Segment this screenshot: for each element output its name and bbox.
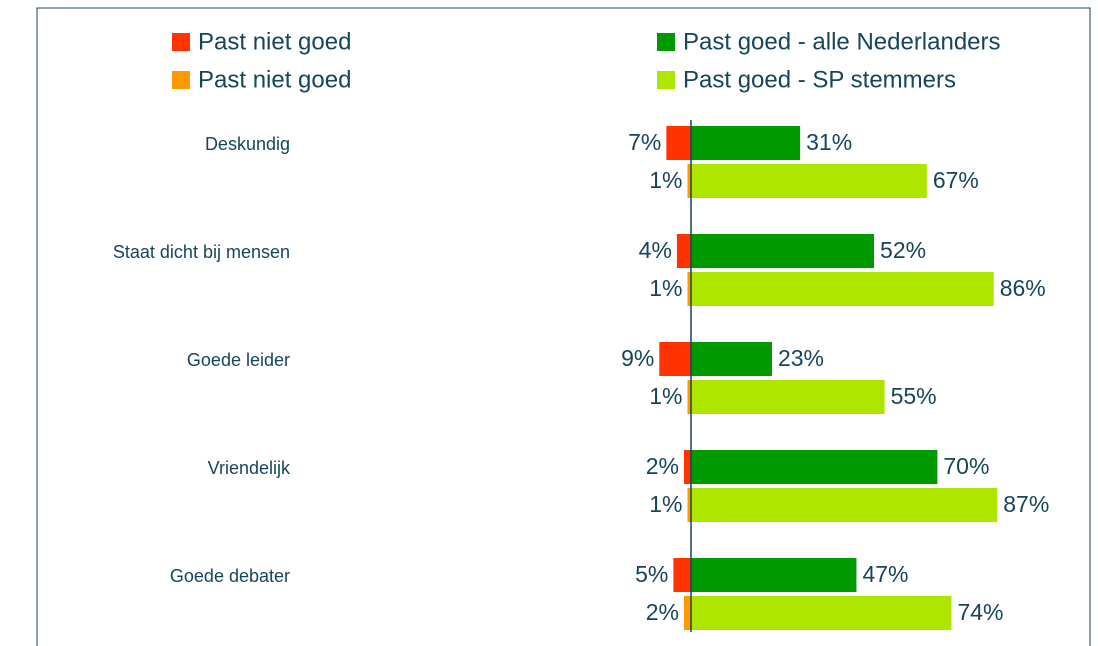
bar [687,272,691,306]
legend-swatch [657,71,675,89]
value-label: 1% [649,491,682,517]
bar [691,272,994,306]
bar [687,164,691,198]
value-label: 1% [649,383,682,409]
value-label: 2% [646,453,679,479]
value-label: 1% [649,167,682,193]
value-label: 87% [1003,491,1049,517]
bar [691,558,857,592]
legend-label: Past goed - SP stemmers [683,66,956,93]
value-label: 7% [628,129,661,155]
bar [666,126,691,160]
value-label: 86% [1000,275,1046,301]
bar [691,450,938,484]
bar [683,450,691,484]
legend-label: Past goed - alle Nederlanders [683,28,1001,55]
value-label: 23% [778,345,824,371]
bar [691,488,998,522]
category-label: Vriendelijk [208,458,291,478]
frame [36,7,1091,646]
category-label: Goede debater [170,566,290,586]
bar [687,380,691,414]
bar [687,488,691,522]
category-label: Staat dicht bij mensen [113,242,290,262]
bar [691,596,952,630]
bar [691,380,885,414]
value-label: 31% [806,129,852,155]
value-label: 4% [639,237,672,263]
bar [691,342,772,376]
value-label: 2% [646,599,679,625]
bar [691,234,875,268]
legend-label: Past niet goed [198,28,351,55]
value-label: 67% [933,167,979,193]
value-label: 74% [957,599,1003,625]
bar [691,164,927,198]
bar [683,596,691,630]
bar [659,342,691,376]
value-label: 47% [862,561,908,587]
legend-label: Past niet goed [198,66,351,93]
legend-swatch [172,71,190,89]
value-label: 9% [621,345,654,371]
legend-swatch [657,33,675,51]
value-label: 70% [943,453,989,479]
category-label: Goede leider [187,350,290,370]
value-label: 52% [880,237,926,263]
value-label: 1% [649,275,682,301]
category-label: Deskundig [205,134,290,154]
value-label: 55% [891,383,937,409]
legend-swatch [172,33,190,51]
value-label: 5% [635,561,668,587]
bar [691,126,801,160]
bar [673,558,691,592]
bar [676,234,691,268]
